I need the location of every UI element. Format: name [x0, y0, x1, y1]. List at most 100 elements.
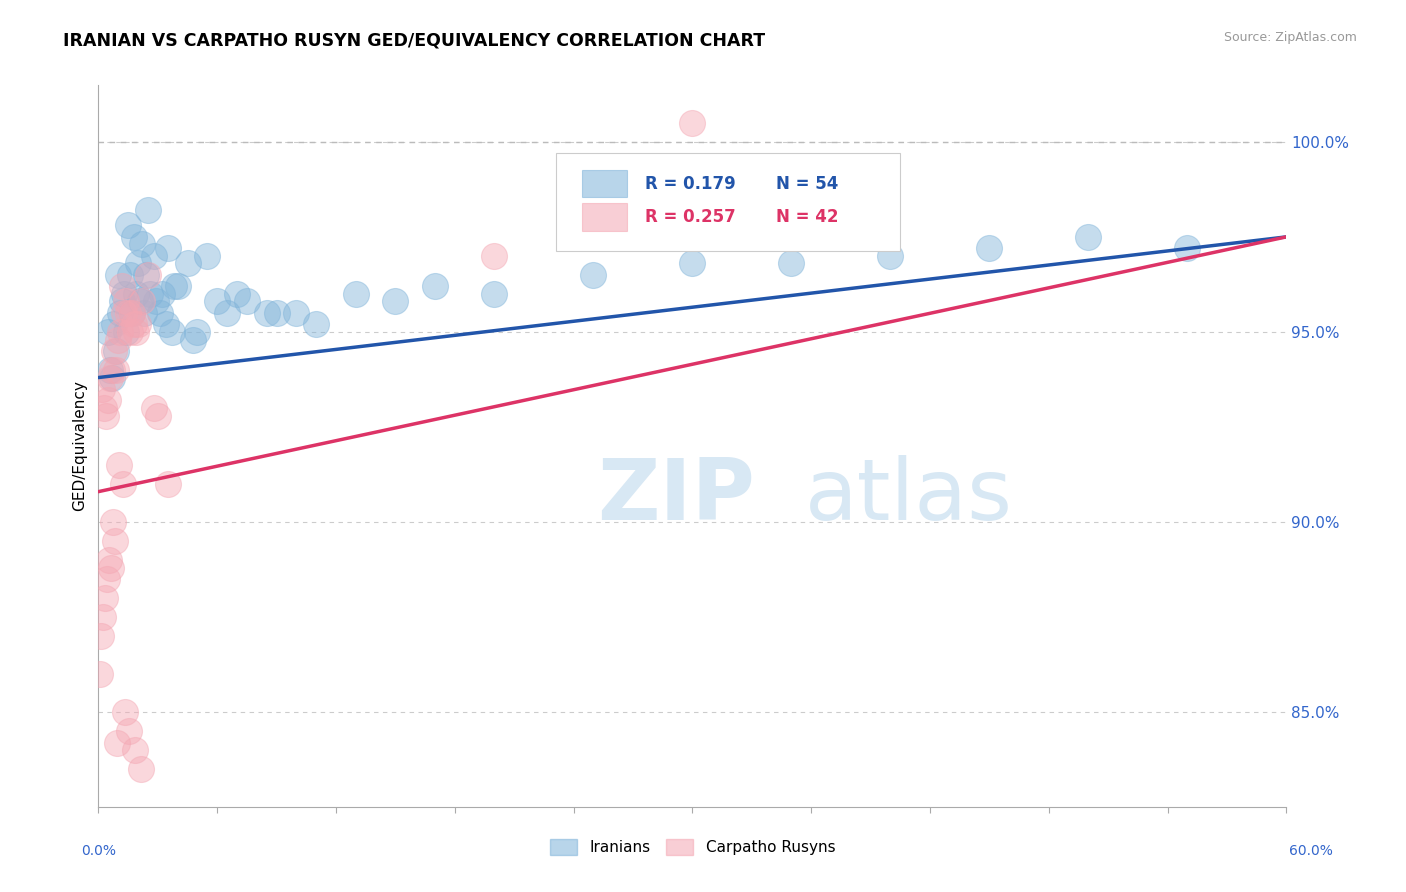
Point	[96, 409, 118, 423]
Point	[780, 256, 803, 270]
Point	[112, 477, 135, 491]
Point	[100, 560, 122, 574]
Point	[107, 268, 129, 282]
Point	[91, 382, 114, 396]
Point	[384, 294, 406, 309]
Point	[114, 705, 136, 719]
Point	[124, 743, 146, 757]
Point	[112, 306, 135, 320]
Point	[979, 241, 1001, 255]
Point	[103, 343, 125, 358]
Text: atlas: atlas	[806, 455, 1014, 538]
Point	[117, 306, 139, 320]
Point	[90, 629, 112, 643]
Point	[103, 318, 125, 332]
Point	[105, 343, 128, 358]
Text: R = 0.257: R = 0.257	[645, 208, 735, 226]
Point	[115, 294, 138, 309]
Point	[129, 294, 152, 309]
Point	[127, 318, 149, 332]
Point	[207, 294, 229, 309]
Point	[108, 325, 131, 339]
Point	[226, 286, 249, 301]
Point	[166, 279, 188, 293]
Text: ZIP: ZIP	[598, 455, 755, 538]
Point	[115, 325, 138, 339]
Point	[195, 249, 218, 263]
Point	[681, 256, 703, 270]
Point	[101, 363, 124, 377]
Text: R = 0.179: R = 0.179	[645, 175, 735, 193]
Point	[131, 294, 153, 309]
Point	[121, 306, 143, 320]
Point	[121, 306, 143, 320]
Point	[146, 409, 169, 423]
Point	[582, 268, 605, 282]
Y-axis label: GED/Equivalency: GED/Equivalency	[72, 381, 87, 511]
Point	[120, 325, 142, 339]
Point	[97, 325, 120, 339]
Point	[136, 268, 159, 282]
Text: IRANIAN VS CARPATHO RUSYN GED/EQUIVALENCY CORRELATION CHART: IRANIAN VS CARPATHO RUSYN GED/EQUIVALENC…	[63, 31, 765, 49]
Point	[97, 393, 120, 408]
Point	[484, 249, 506, 263]
Point	[129, 762, 152, 776]
Point	[111, 279, 134, 293]
Point	[120, 268, 142, 282]
Point	[117, 219, 139, 233]
Point	[105, 363, 128, 377]
Point	[111, 294, 134, 309]
Point	[122, 318, 145, 332]
Point	[89, 667, 111, 681]
Point	[236, 294, 259, 309]
Point	[125, 325, 148, 339]
Point	[681, 116, 703, 130]
Point	[112, 286, 135, 301]
Point	[105, 736, 128, 750]
Point	[217, 306, 239, 320]
Point	[142, 401, 165, 415]
Point	[879, 249, 901, 263]
Point	[256, 306, 278, 320]
Point	[118, 724, 141, 739]
Point	[156, 477, 179, 491]
Point	[101, 370, 124, 384]
Point	[344, 286, 367, 301]
Point	[156, 241, 179, 255]
Text: 0.0%: 0.0%	[82, 844, 117, 857]
Point	[186, 325, 208, 339]
Point	[127, 256, 149, 270]
FancyBboxPatch shape	[555, 153, 900, 251]
Text: 60.0%: 60.0%	[1289, 844, 1333, 857]
Point	[98, 363, 121, 377]
Point	[285, 306, 308, 320]
Point	[149, 306, 172, 320]
Point	[98, 370, 121, 384]
Point	[96, 572, 118, 586]
Point	[423, 279, 446, 293]
Legend: Iranians, Carpatho Rusyns: Iranians, Carpatho Rusyns	[544, 833, 841, 861]
Point	[150, 286, 173, 301]
Point	[139, 286, 162, 301]
Point	[145, 294, 167, 309]
Point	[142, 249, 165, 263]
Point	[136, 203, 159, 218]
Point	[108, 458, 131, 472]
Point	[163, 279, 186, 293]
Text: N = 42: N = 42	[776, 208, 838, 226]
Point	[176, 256, 198, 270]
Point	[107, 333, 129, 347]
Point	[131, 237, 153, 252]
Bar	[582, 203, 627, 231]
Point	[1077, 230, 1099, 244]
Point	[266, 306, 288, 320]
Point	[93, 610, 115, 624]
Point	[135, 268, 157, 282]
Text: Source: ZipAtlas.com: Source: ZipAtlas.com	[1223, 31, 1357, 45]
Point	[1177, 241, 1199, 255]
Point	[94, 591, 117, 606]
Point	[484, 286, 506, 301]
Point	[132, 306, 155, 320]
Text: N = 54: N = 54	[776, 175, 838, 193]
Point	[98, 553, 121, 567]
